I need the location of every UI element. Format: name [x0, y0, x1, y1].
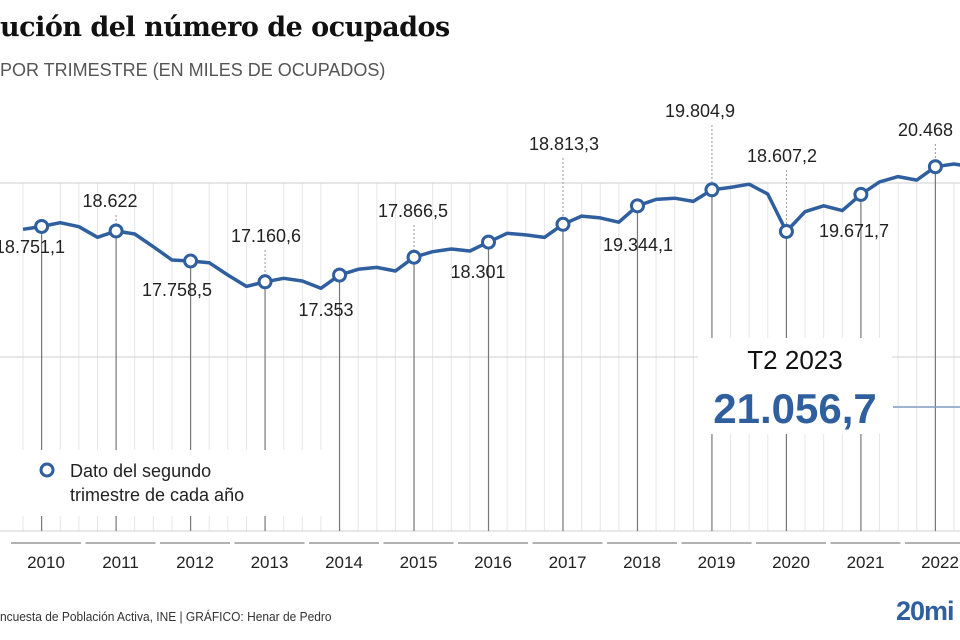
- legend-background: [0, 450, 326, 516]
- year-tick-label: 2019: [698, 553, 736, 572]
- q2-data-point: [332, 267, 348, 283]
- q2-data-point: [108, 223, 124, 239]
- x-axis: 2010 2011 2012 2013 2014 2015 2016 2017 2018 2019…: [11, 542, 960, 572]
- q2-data-point: [778, 223, 794, 239]
- year-tick-label: 2010: [27, 553, 65, 572]
- data-label: 19.344,1: [603, 235, 673, 255]
- year-tick-label: 2022: [921, 553, 959, 572]
- data-label: 18.751,1: [0, 237, 65, 257]
- legend-marker-icon: [39, 462, 55, 478]
- annotation-latest: T2 2023 21.056,7: [698, 338, 960, 434]
- brand-logo[interactable]: 20mi: [896, 596, 955, 626]
- year-tick-label: 2013: [251, 553, 289, 572]
- chart-title: ución del número de ocupados: [0, 12, 450, 43]
- year-tick-label: 2017: [549, 553, 587, 572]
- data-label: 19.804,9: [665, 101, 735, 121]
- year-tick-label: 2015: [400, 553, 438, 572]
- legend-text-line2: trimestre de cada año: [70, 485, 244, 505]
- q2-data-point: [704, 182, 720, 198]
- q2-data-point: [481, 234, 496, 250]
- q2-data-point: [183, 253, 199, 269]
- q2-data-point: [629, 198, 645, 214]
- annotation-period: T2 2023: [747, 345, 842, 375]
- year-tick-label: 2014: [325, 553, 363, 572]
- data-label: 17.353: [298, 300, 353, 320]
- q2-data-point: [555, 216, 571, 232]
- data-labels: 18.751,1 18.622 17.758,5 17.160,6 17.353 17.8…: [0, 101, 953, 320]
- legend: Dato del segundo trimestre de cada año: [0, 450, 326, 516]
- data-label: 18.607,2: [747, 146, 817, 166]
- data-label: 17.160,6: [231, 226, 301, 246]
- year-tick-label: 2012: [176, 553, 214, 572]
- year-tick-label: 2020: [772, 553, 810, 572]
- data-label: 18.813,3: [529, 134, 599, 154]
- q2-data-point: [853, 186, 869, 202]
- q2-data-point: [406, 249, 422, 265]
- year-tick-label: 2011: [102, 553, 139, 572]
- q2-data-point: [257, 274, 273, 290]
- annotation-value: 21.056,7: [713, 385, 877, 432]
- year-tick-label: 2016: [474, 553, 512, 572]
- annotation-background: [698, 338, 892, 434]
- data-label: 17.758,5: [142, 280, 212, 300]
- data-label: 20.468: [898, 120, 953, 140]
- data-label: 17.866,5: [378, 201, 448, 221]
- data-label: 18.301: [450, 262, 505, 282]
- year-tick-label: 2021: [847, 553, 885, 572]
- legend-text-line1: Dato del segundo: [70, 461, 211, 481]
- q2-data-point: [927, 159, 943, 175]
- year-tick-label: 2018: [623, 553, 661, 572]
- data-label: 19.671,7: [819, 221, 889, 241]
- data-label: 18.622: [82, 191, 137, 211]
- chart-subtitle: POR TRIMESTRE (EN MILES DE OCUPADOS): [0, 60, 386, 80]
- q2-data-point: [34, 218, 50, 234]
- source-credit: ncuesta de Población Activa, INE | GRÁFI…: [0, 609, 332, 624]
